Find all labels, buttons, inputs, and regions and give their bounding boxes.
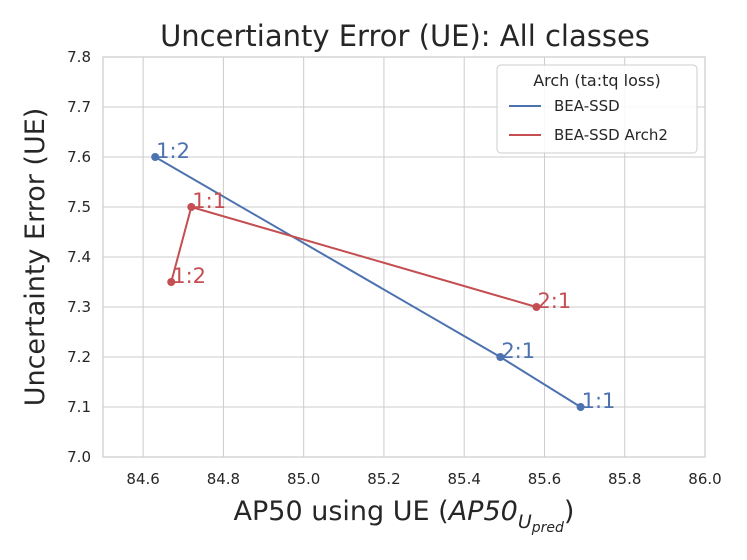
x-axis-label-close: ) (564, 496, 575, 527)
x-axis-label-sub: U (518, 511, 532, 533)
x-tick-label: 86.0 (688, 470, 721, 488)
chart-title: Uncertianty Error (UE): All classes (160, 19, 650, 53)
x-tick-label: 84.8 (207, 470, 240, 488)
data-point (496, 353, 505, 361)
series-layer (151, 153, 585, 411)
x-axis-label-math: AP50 (447, 496, 518, 527)
x-axis-label-subsub: pred (531, 520, 564, 536)
point-label: 1:1 (582, 389, 616, 413)
y-tick-label: 7.7 (67, 98, 91, 116)
y-tick-label: 7.2 (67, 348, 91, 366)
y-tick-label: 7.8 (67, 48, 91, 66)
y-tick-label: 7.4 (67, 248, 91, 266)
legend-box (496, 64, 698, 154)
point-label: 1:1 (192, 189, 226, 213)
legend-label-bea-ssd: BEA-SSD (554, 97, 620, 115)
point-label: 1:2 (156, 139, 190, 163)
tick-labels: 84.6 84.8 85.0 85.2 85.4 85.6 85.8 86.0 7.0 7.1 7.… (67, 48, 722, 488)
x-tick-label: 85.8 (608, 470, 641, 488)
x-tick-label: 85.0 (287, 470, 320, 488)
legend-title: Arch (ta:tq loss) (533, 71, 661, 90)
point-label: 2:1 (501, 339, 535, 363)
x-axis-label: AP50 using UE (AP50Upred) (234, 496, 575, 536)
y-tick-label: 7.5 (67, 198, 91, 216)
data-point (576, 403, 585, 411)
y-tick-label: 7.1 (67, 398, 91, 416)
y-axis-label: Uncertainty Error (UE) (20, 108, 51, 407)
data-point (187, 203, 196, 211)
point-labels: 1:2 2:1 1:1 1:2 1:1 2:1 (156, 139, 615, 413)
plot-frame (102, 56, 706, 458)
point-label: 1:2 (172, 264, 206, 288)
legend: Arch (ta:tq loss) BEA-SSD BEA-SSD Arch2 (496, 64, 698, 154)
y-tick-label: 7.6 (67, 148, 91, 166)
x-axis-label-main: AP50 using UE ( (234, 496, 449, 527)
data-point (151, 153, 160, 161)
x-tick-label: 85.4 (447, 470, 480, 488)
x-tick-label: 84.6 (126, 470, 159, 488)
legend-label-bea-ssd-arch2: BEA-SSD Arch2 (554, 126, 668, 144)
y-tick-label: 7.3 (67, 298, 91, 316)
x-tick-label: 85.6 (528, 470, 561, 488)
point-label: 2:1 (537, 289, 571, 313)
data-point (532, 303, 541, 311)
data-point (167, 278, 176, 286)
x-tick-label: 85.2 (367, 470, 400, 488)
y-tick-label: 7.0 (67, 448, 91, 466)
